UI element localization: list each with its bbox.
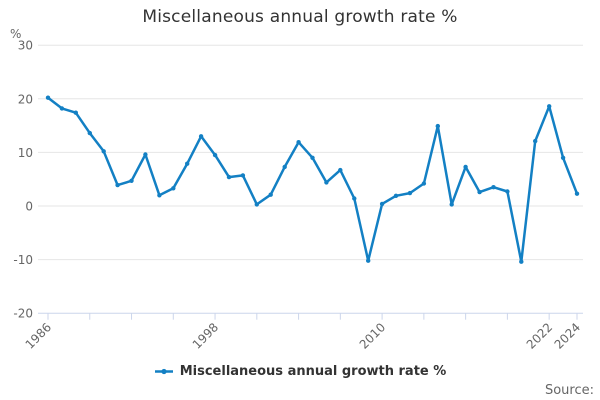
data-point[interactable] — [143, 152, 148, 157]
x-axis-label: 1986 — [23, 320, 54, 351]
x-axis-label: 2024 — [552, 320, 583, 351]
data-point[interactable] — [379, 201, 385, 207]
data-point[interactable] — [352, 196, 357, 201]
data-point[interactable] — [519, 259, 524, 264]
data-point[interactable] — [198, 134, 204, 139]
data-point[interactable] — [171, 186, 176, 191]
data-point[interactable] — [421, 181, 427, 186]
legend-label: Miscellaneous annual growth rate % — [179, 364, 447, 379]
line-series — [45, 95, 580, 264]
data-point[interactable] — [129, 178, 134, 183]
data-point[interactable] — [435, 123, 440, 129]
data-point[interactable] — [115, 182, 120, 188]
y-axis-label: 30 — [18, 39, 33, 53]
x-axis-label: 1998 — [190, 320, 221, 351]
data-point[interactable] — [282, 164, 287, 170]
data-point[interactable] — [101, 149, 106, 154]
data-point[interactable] — [547, 104, 552, 109]
data-point[interactable] — [560, 155, 566, 160]
x-axis-label: 2022 — [524, 320, 555, 351]
data-point[interactable] — [310, 155, 315, 160]
series-path — [46, 96, 579, 263]
data-point[interactable] — [73, 110, 79, 115]
data-point[interactable] — [212, 152, 218, 158]
source-label: Source: — [544, 383, 594, 398]
data-point[interactable] — [533, 138, 538, 144]
data-point[interactable] — [505, 189, 510, 194]
data-point[interactable] — [59, 106, 65, 111]
x-axis-label: 2010 — [357, 320, 388, 351]
data-point[interactable] — [393, 193, 399, 198]
legend-marker-point — [161, 368, 167, 375]
line-series-icon — [154, 368, 173, 375]
y-axis-label: -20 — [13, 307, 33, 321]
data-point[interactable] — [268, 192, 273, 197]
data-point[interactable] — [296, 140, 301, 145]
data-point[interactable] — [185, 161, 190, 166]
data-point[interactable] — [87, 130, 93, 136]
data-point[interactable] — [463, 164, 468, 170]
data-point[interactable] — [338, 167, 343, 173]
y-axis-labels: 30 20 10 0 -10 -20% — [10, 27, 33, 321]
data-point[interactable] — [449, 202, 454, 207]
data-point[interactable] — [226, 174, 232, 180]
legend-item[interactable]: Miscellaneous annual growth rate % — [154, 364, 447, 379]
y-axis-label: 0 — [25, 200, 33, 214]
y-axis-label: -10 — [13, 253, 33, 267]
data-point[interactable] — [45, 95, 51, 100]
data-point[interactable] — [366, 258, 371, 263]
y-axis-unit-label: % — [10, 27, 21, 41]
legend: Miscellaneous annual growth rate % — [0, 364, 600, 379]
data-point[interactable] — [157, 193, 162, 198]
data-point[interactable] — [574, 191, 580, 196]
y-axis-label: 10 — [18, 146, 33, 160]
x-axis — [38, 312, 583, 320]
data-point[interactable] — [324, 180, 329, 185]
gridlines — [38, 44, 583, 261]
data-point[interactable] — [254, 202, 259, 207]
data-point[interactable] — [477, 189, 482, 195]
data-point[interactable] — [240, 173, 246, 178]
data-point[interactable] — [407, 190, 413, 196]
data-point[interactable] — [491, 185, 496, 190]
chart-title: Miscellaneous annual growth rate % — [142, 7, 458, 27]
y-axis-label: 20 — [18, 92, 33, 106]
